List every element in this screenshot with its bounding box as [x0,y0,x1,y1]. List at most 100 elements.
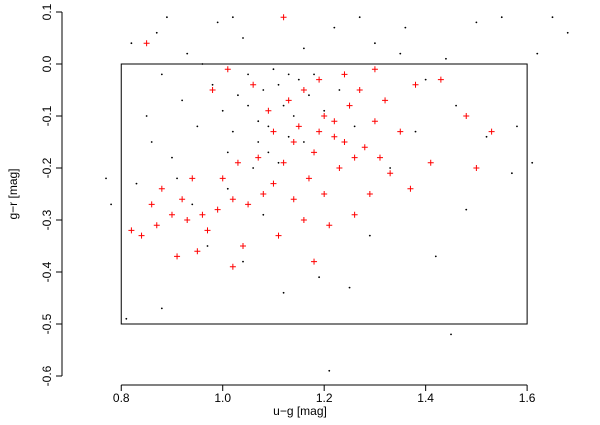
point [356,87,363,93]
point [255,154,262,161]
point [148,201,155,208]
point [475,21,478,24]
point [295,123,302,130]
point [424,78,427,81]
point [240,243,247,249]
point [488,128,495,135]
point [247,104,249,107]
point [216,21,219,24]
point [311,149,318,156]
point [194,248,201,255]
x-tick-label: 1.4 [417,391,434,405]
point [382,97,389,104]
point [209,87,216,93]
point [267,151,270,154]
point [326,222,333,229]
point [231,16,234,19]
point [297,78,300,81]
point [285,97,292,104]
point [262,89,265,91]
point [313,73,315,76]
point [179,196,186,203]
point [270,128,277,135]
point [174,253,181,260]
point [135,182,138,185]
point [351,154,358,161]
point [229,196,236,203]
point [389,167,392,169]
point [305,175,312,182]
point [399,52,402,55]
point [341,139,348,145]
y-tick-label: -0.3 [40,209,54,230]
point [302,47,305,50]
point [214,206,221,213]
y-tick-label: -0.5 [40,313,54,334]
point [196,125,199,128]
point [143,40,150,47]
y-tick-label: 0.1 [40,3,54,20]
point [434,255,437,258]
point [206,245,209,247]
point [328,369,331,372]
point [374,42,376,45]
point [128,227,135,234]
point [267,125,270,128]
point [348,286,351,289]
point [257,141,260,143]
point [287,73,290,76]
point [189,175,196,182]
point [516,125,518,128]
point [353,125,356,128]
point [250,81,257,88]
point [130,42,133,45]
point [260,191,267,197]
point [338,89,341,91]
point [427,159,434,166]
point [331,118,338,125]
point [404,26,407,29]
point [300,217,307,223]
point [184,217,191,223]
point [191,203,194,206]
point [473,165,480,171]
point [234,159,241,166]
point [292,115,295,117]
point [455,104,457,107]
point [358,16,361,19]
point [282,291,285,294]
point [321,191,328,197]
point [316,76,323,83]
point [138,232,145,239]
point [160,307,163,310]
point [226,151,229,154]
point [346,102,353,109]
point [145,115,148,117]
point [311,258,318,265]
point [485,135,488,138]
point [500,16,503,19]
point [397,128,404,135]
point [282,104,285,107]
point [160,73,163,76]
x-tick-label: 1.6 [519,391,536,405]
point [265,107,272,114]
point [153,222,160,229]
point [341,71,348,78]
point [465,208,468,211]
point [287,135,290,138]
x-axis-title: u−g [mag] [273,404,327,418]
x-tick-label: 1.0 [214,391,231,405]
point [221,109,224,112]
point [308,94,310,97]
point [280,159,287,166]
point [201,63,204,65]
point [318,276,321,279]
point [272,68,275,71]
point [110,203,113,206]
point [224,66,231,73]
point [321,113,328,119]
point [371,66,378,73]
point [566,31,569,34]
